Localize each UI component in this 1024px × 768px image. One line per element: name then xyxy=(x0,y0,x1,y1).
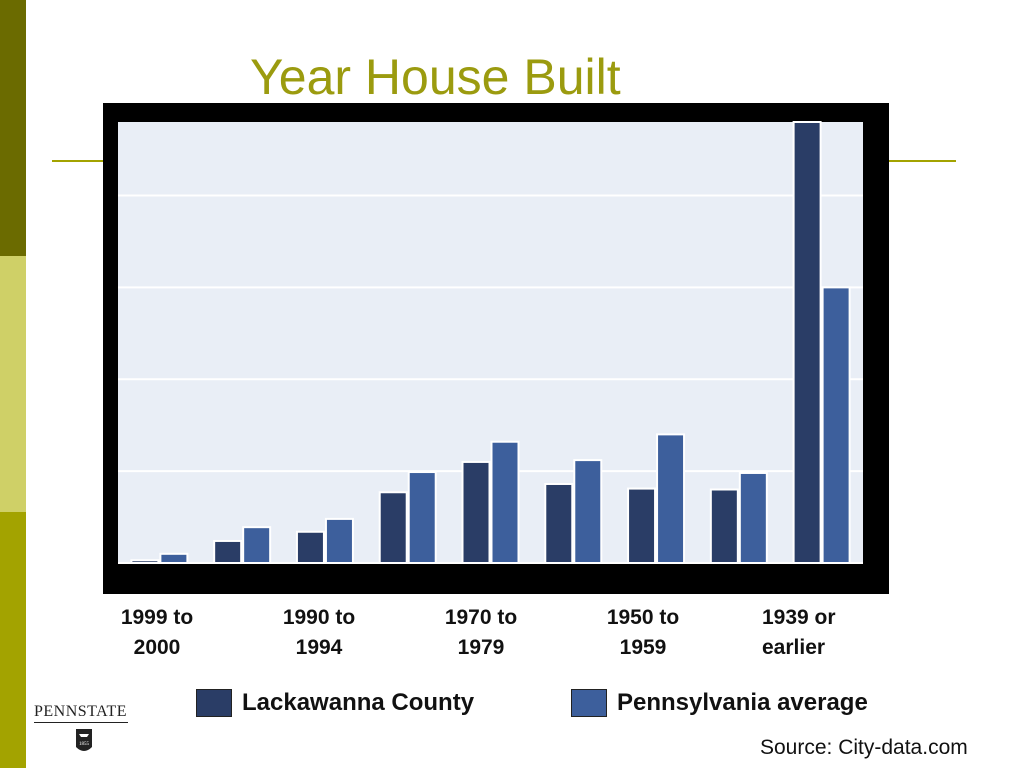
bar-pennsylvania-3 xyxy=(407,471,437,565)
source-note: Source: City-data.com xyxy=(760,736,968,759)
logo-year: 1855 xyxy=(79,742,90,747)
logo-wordmark: PENNSTATE xyxy=(34,703,127,720)
legend-swatch-lackawanna xyxy=(196,689,232,717)
bar-lackawanna-7 xyxy=(709,488,739,564)
bar-lackawanna-4 xyxy=(461,460,491,564)
x-tick-label-0: 1999 to 2000 xyxy=(120,606,194,659)
bar-pennsylvania-2 xyxy=(324,517,354,564)
bar-lackawanna-2 xyxy=(295,530,325,565)
x-tick-label-4: 1939 or earlier xyxy=(762,606,836,659)
legend-label-lackawanna: Lackawanna County xyxy=(242,689,475,716)
x-tick-label-3: 1950 to 1959 xyxy=(606,606,680,659)
bar-pennsylvania-4 xyxy=(490,440,520,565)
bar-chart xyxy=(118,121,863,565)
side-bar-top xyxy=(0,0,26,256)
pennstate-logo: PENNSTATE 1855 xyxy=(34,703,130,763)
nittany-lion-shield-icon: 1855 xyxy=(76,729,92,751)
slide-title: Year House Built xyxy=(250,49,621,105)
legend-swatch-pennsylvania xyxy=(571,689,607,717)
bar-pennsylvania-1 xyxy=(242,526,272,565)
bar-pennsylvania-8 xyxy=(821,286,851,564)
x-tick-label-1: 1990 to 1994 xyxy=(282,606,356,659)
legend-item-pennsylvania: Pennsylvania average xyxy=(571,685,868,721)
bar-pennsylvania-6 xyxy=(656,433,686,564)
bar-pennsylvania-0 xyxy=(159,552,189,564)
side-bar-bottom xyxy=(0,512,26,768)
legend-label-pennsylvania: Pennsylvania average xyxy=(617,689,868,716)
bar-pennsylvania-7 xyxy=(738,471,768,564)
x-tick-label-2: 1970 to 1979 xyxy=(444,606,518,659)
bar-lackawanna-3 xyxy=(378,491,408,565)
bar-pennsylvania-5 xyxy=(573,459,603,565)
legend-item-lackawanna: Lackawanna County xyxy=(196,685,474,721)
bar-lackawanna-5 xyxy=(544,482,574,564)
bar-lackawanna-1 xyxy=(213,539,243,565)
side-bar-middle xyxy=(0,256,26,512)
bar-lackawanna-8 xyxy=(792,121,822,564)
bar-lackawanna-6 xyxy=(627,487,657,564)
chart-frame xyxy=(103,103,889,594)
logo-divider xyxy=(34,722,128,723)
